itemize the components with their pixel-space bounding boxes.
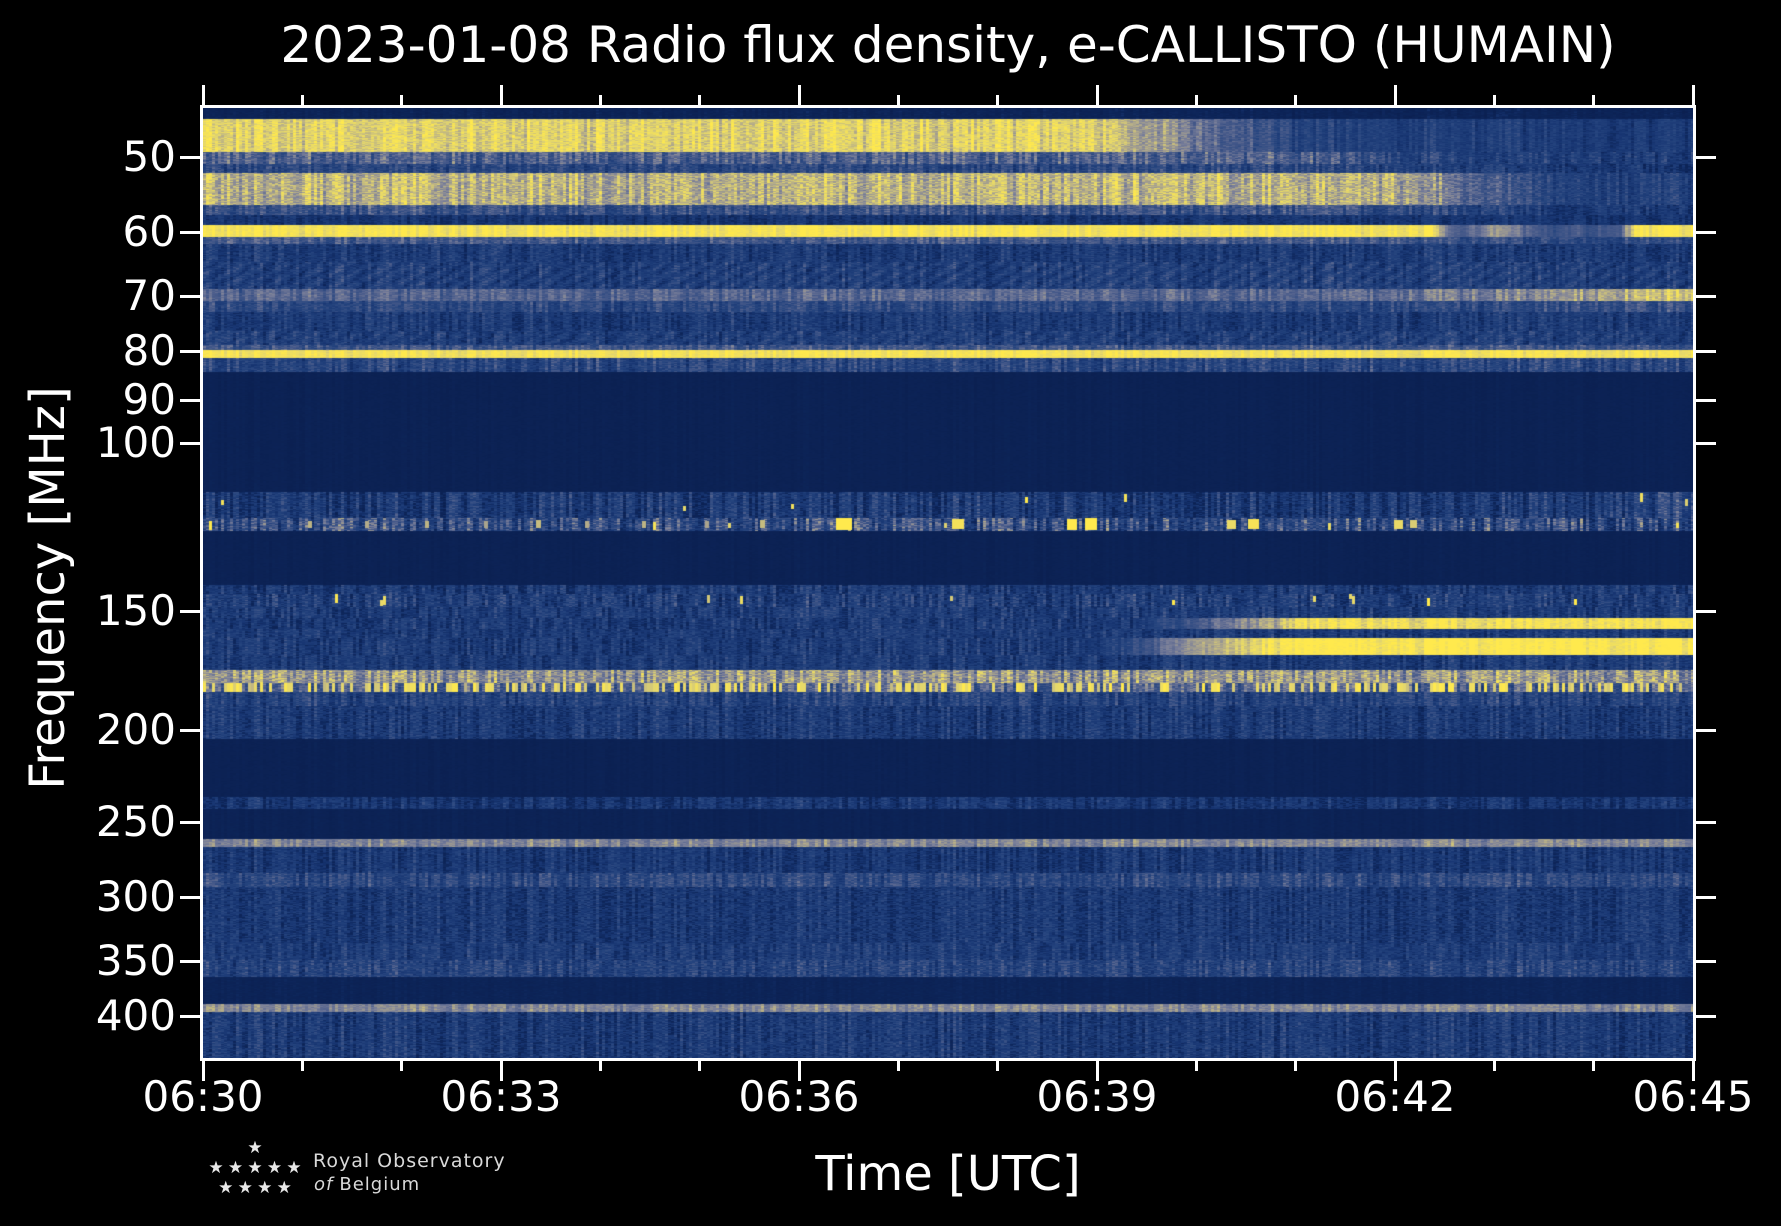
y-major-tick-right	[1696, 398, 1716, 402]
plot-spine-bottom	[200, 1058, 1696, 1061]
star-icon: ★	[237, 1178, 253, 1198]
plot-spine-right	[1693, 105, 1696, 1061]
x-minor-tick-top	[300, 95, 304, 105]
x-minor-tick-top	[1194, 95, 1198, 105]
x-minor-tick	[1194, 1061, 1198, 1071]
y-major-tick-left	[180, 398, 200, 402]
x-major-tick-top	[1095, 85, 1099, 105]
y-major-tick-left	[180, 294, 200, 298]
plot-spine-left	[200, 105, 203, 1061]
x-tick-label: 06:30	[142, 1072, 264, 1121]
y-major-tick-left	[180, 728, 200, 732]
y-major-tick-left	[180, 155, 200, 159]
logo-text-of: of	[314, 1174, 334, 1195]
x-major-tick	[1393, 1061, 1397, 1081]
x-tick-label: 06:33	[440, 1072, 562, 1121]
x-minor-tick	[300, 1061, 304, 1071]
x-minor-tick	[598, 1061, 602, 1071]
y-major-tick-left	[180, 441, 200, 445]
y-major-tick-left	[180, 1014, 200, 1018]
y-major-tick-right	[1696, 895, 1716, 899]
x-minor-tick	[1294, 1061, 1298, 1071]
x-axis-label: Time [UTC]	[815, 1146, 1081, 1202]
y-major-tick-right	[1696, 155, 1716, 159]
star-icon: ★	[286, 1158, 302, 1178]
x-major-tick-top	[201, 85, 205, 105]
y-tick-label: 300	[95, 872, 176, 921]
x-tick-label: 06:42	[1334, 1072, 1456, 1121]
y-major-tick-right	[1696, 441, 1716, 445]
star-icon: ★	[227, 1158, 244, 1178]
y-tick-label: 60	[122, 207, 176, 256]
spectrogram-plot	[203, 108, 1693, 1058]
star-icon: ★	[247, 1138, 263, 1158]
x-major-tick-top	[1393, 85, 1397, 105]
y-major-tick-right	[1696, 728, 1716, 732]
y-tick-label: 200	[95, 705, 176, 754]
x-minor-tick-top	[1592, 95, 1596, 105]
x-major-tick-top	[499, 85, 503, 105]
y-major-tick-right	[1696, 349, 1716, 353]
y-major-tick-left	[180, 609, 200, 613]
star-icon: ★	[247, 1158, 263, 1178]
y-major-tick-right	[1696, 294, 1716, 298]
y-major-tick-right	[1696, 609, 1716, 613]
x-minor-tick	[896, 1061, 900, 1071]
x-minor-tick-top	[400, 95, 404, 105]
y-major-tick-right	[1696, 1014, 1716, 1018]
star-icon: ★	[208, 1158, 224, 1178]
x-major-tick	[1691, 1061, 1695, 1081]
y-tick-label: 250	[95, 797, 176, 846]
x-major-tick	[797, 1061, 801, 1081]
y-major-tick-right	[1696, 820, 1716, 824]
star-icon: ★	[218, 1178, 234, 1198]
y-tick-label: 150	[95, 586, 176, 635]
x-major-tick-top	[1691, 85, 1695, 105]
y-tick-label: 80	[122, 326, 176, 375]
y-tick-label: 400	[95, 991, 176, 1040]
star-icon: ★	[257, 1178, 273, 1198]
x-minor-tick	[400, 1061, 404, 1071]
x-minor-tick	[1592, 1061, 1596, 1071]
logo-text-line2: of Belgium	[314, 1174, 420, 1195]
y-major-tick-left	[180, 820, 200, 824]
x-minor-tick-top	[598, 95, 602, 105]
y-major-tick-right	[1696, 230, 1716, 234]
star-icon: ★	[266, 1158, 283, 1178]
y-tick-label: 100	[95, 418, 176, 467]
y-tick-label: 350	[95, 936, 176, 985]
y-major-tick-left	[180, 349, 200, 353]
x-tick-label: 06:45	[1632, 1072, 1754, 1121]
x-tick-label: 06:39	[1036, 1072, 1158, 1121]
x-major-tick	[201, 1061, 205, 1081]
star-icon: ★	[276, 1178, 292, 1198]
y-axis-label: Frequency [MHz]	[20, 386, 76, 790]
logo-text-belgium: Belgium	[339, 1174, 421, 1195]
x-minor-tick-top	[698, 95, 702, 105]
y-major-tick-left	[180, 959, 200, 963]
x-minor-tick	[698, 1061, 702, 1071]
x-major-tick	[499, 1061, 503, 1081]
x-tick-label: 06:36	[738, 1072, 860, 1121]
chart-title: 2023-01-08 Radio flux density, e-CALLIST…	[280, 16, 1616, 74]
spectrogram-canvas	[203, 108, 1693, 1058]
y-major-tick-left	[180, 895, 200, 899]
x-minor-tick-top	[996, 95, 1000, 105]
x-minor-tick-top	[1294, 95, 1298, 105]
x-major-tick-top	[797, 85, 801, 105]
y-tick-label: 50	[122, 132, 176, 181]
x-major-tick	[1095, 1061, 1099, 1081]
y-major-tick-right	[1696, 959, 1716, 963]
x-minor-tick	[996, 1061, 1000, 1071]
y-tick-label: 70	[122, 271, 176, 320]
plot-spine-top	[200, 105, 1696, 108]
x-minor-tick-top	[1492, 95, 1496, 105]
logo-text-line1: Royal Observatory	[313, 1150, 506, 1172]
x-minor-tick-top	[896, 95, 900, 105]
y-major-tick-left	[180, 230, 200, 234]
y-tick-label: 90	[122, 375, 176, 424]
x-minor-tick	[1492, 1061, 1496, 1071]
